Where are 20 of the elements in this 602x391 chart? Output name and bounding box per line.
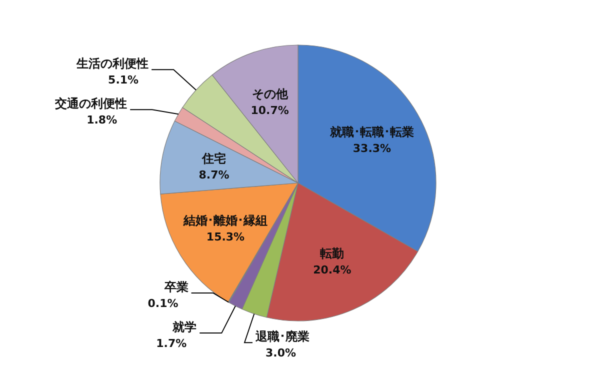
slice-label: 就職･転職･転業 (329, 125, 414, 140)
data-label: 15.3% (206, 230, 245, 244)
data-label: 1.7% (156, 337, 187, 350)
data-label: 20.4% (313, 263, 352, 276)
slice-label: 結婚･離婚･縁組 (182, 213, 268, 228)
slice-label: 交通の利便性 (54, 96, 128, 111)
slice-label: 卒業 (163, 280, 188, 294)
slice-label: 就学 (172, 320, 197, 334)
data-label: 8.7% (198, 168, 230, 182)
data-label: 0.1% (148, 297, 178, 310)
data-label: 10.7% (250, 104, 289, 118)
data-label: 5.1% (108, 74, 139, 87)
slice-label: 住宅 (201, 152, 226, 166)
data-label: 1.8% (86, 114, 118, 127)
slice-label: その他 (252, 87, 289, 102)
data-label: 3.0% (266, 346, 296, 360)
slice-label: 生活の利便性 (76, 56, 149, 71)
slice-label: 退職･廃業 (254, 330, 310, 344)
slice-label: 転勤 (320, 246, 344, 260)
data-label: 33.3% (352, 142, 392, 156)
